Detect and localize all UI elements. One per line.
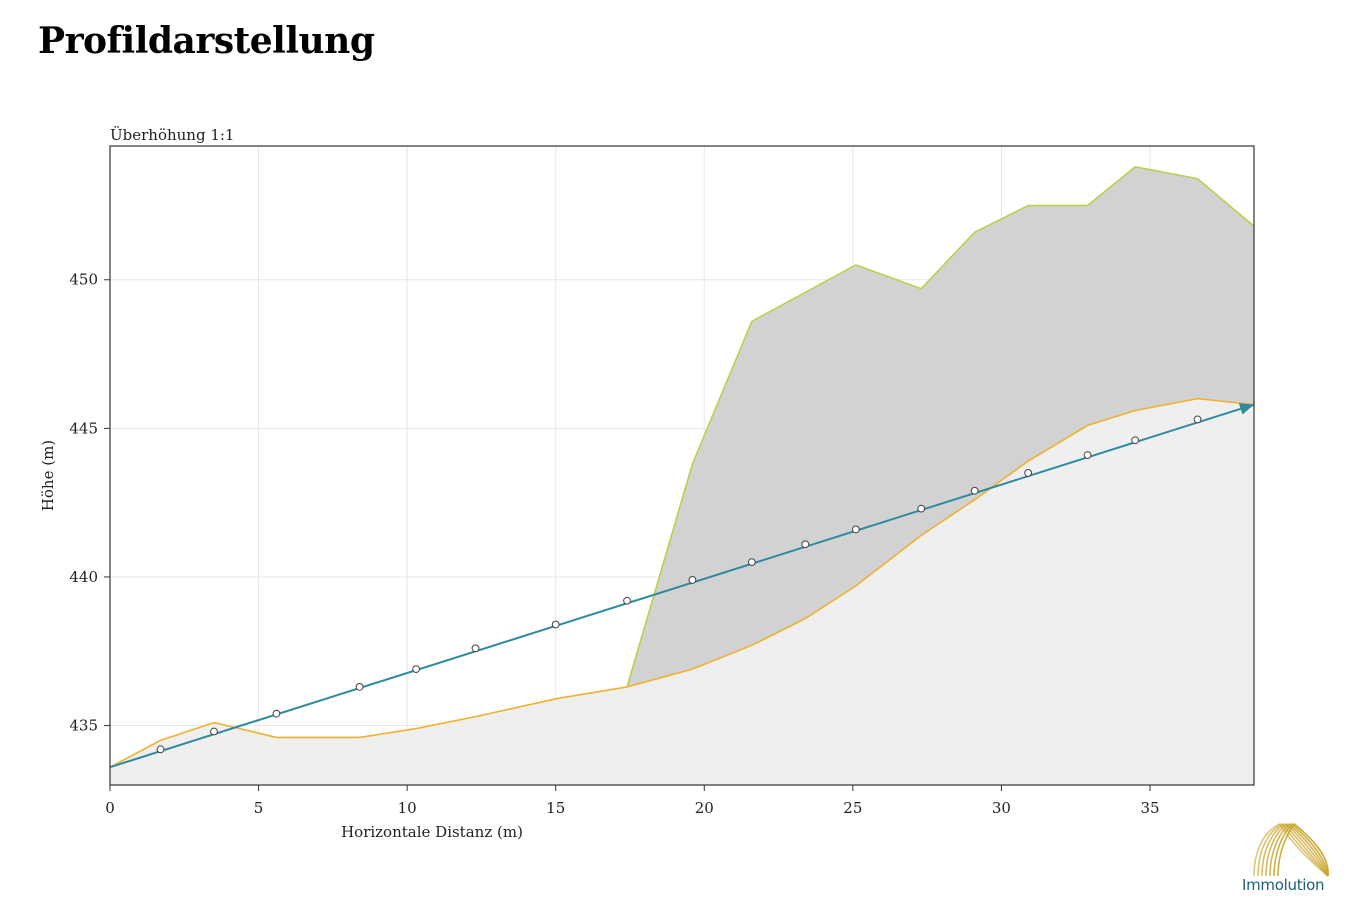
x-tick-label: 30 <box>992 799 1011 817</box>
sight-marker <box>471 644 480 653</box>
logo-arc <box>1265 822 1329 877</box>
logo-arc <box>1261 822 1329 877</box>
sight-line <box>109 403 1255 769</box>
x-tick-label: 10 <box>398 799 417 817</box>
sight-marker <box>917 504 926 513</box>
y-axis-label: Höhe (m) <box>39 440 57 511</box>
logo-arc <box>1257 822 1329 877</box>
logo-arc <box>1269 822 1329 877</box>
sight-marker <box>156 745 165 754</box>
area-fills <box>110 166 1254 785</box>
sight-marker <box>970 486 979 495</box>
arrowhead-icon <box>1238 403 1254 415</box>
sight-marker <box>551 620 560 629</box>
sight-marker <box>1193 415 1202 424</box>
corner-label: Überhöhung 1:1 <box>110 126 234 144</box>
sight-marker <box>355 683 364 691</box>
x-tick-label: 35 <box>1140 799 1159 817</box>
y-tick-label: 435 <box>69 717 98 735</box>
logo-arc <box>1277 822 1329 877</box>
page-title: Profildarstellung <box>38 20 375 62</box>
ground-area <box>110 398 1254 785</box>
x-axis-ticks: 0 5 10 15 20 25 30 35 <box>105 785 1160 817</box>
terrain-line <box>109 397 1255 768</box>
sight-marker <box>1024 469 1033 477</box>
x-tick-label: 20 <box>695 799 714 817</box>
sight-marker <box>210 727 218 736</box>
logo-arc <box>1273 822 1329 877</box>
data-markers <box>156 415 1202 754</box>
series-lines <box>109 166 1255 769</box>
x-tick-label: 5 <box>254 799 264 817</box>
y-tick-label: 450 <box>69 271 98 289</box>
x-tick-label: 25 <box>843 799 862 817</box>
sight-marker <box>412 665 420 673</box>
sight-marker <box>272 709 281 718</box>
x-tick-label: 15 <box>546 799 565 817</box>
upper-area <box>627 166 1254 687</box>
x-axis-label: Horizontale Distanz (m) <box>341 823 523 841</box>
sight-marker <box>1083 451 1092 459</box>
immolution-logo-icon <box>1253 822 1329 877</box>
sight-marker <box>747 558 756 566</box>
y-tick-label: 445 <box>69 419 98 437</box>
x-tick-label: 0 <box>105 799 115 817</box>
sight-marker <box>623 596 631 605</box>
sight-marker <box>1131 436 1140 445</box>
y-axis-ticks: 435 440 445 450 <box>69 271 110 735</box>
sight-marker <box>688 576 697 584</box>
logo-text: Immolution <box>1242 876 1325 894</box>
plot-frame <box>109 145 1255 786</box>
y-tick-label: 440 <box>69 568 98 586</box>
upper-surface-line <box>626 166 1255 688</box>
sight-marker <box>851 525 860 534</box>
logo-arc <box>1253 822 1329 877</box>
sight-marker <box>801 540 810 549</box>
